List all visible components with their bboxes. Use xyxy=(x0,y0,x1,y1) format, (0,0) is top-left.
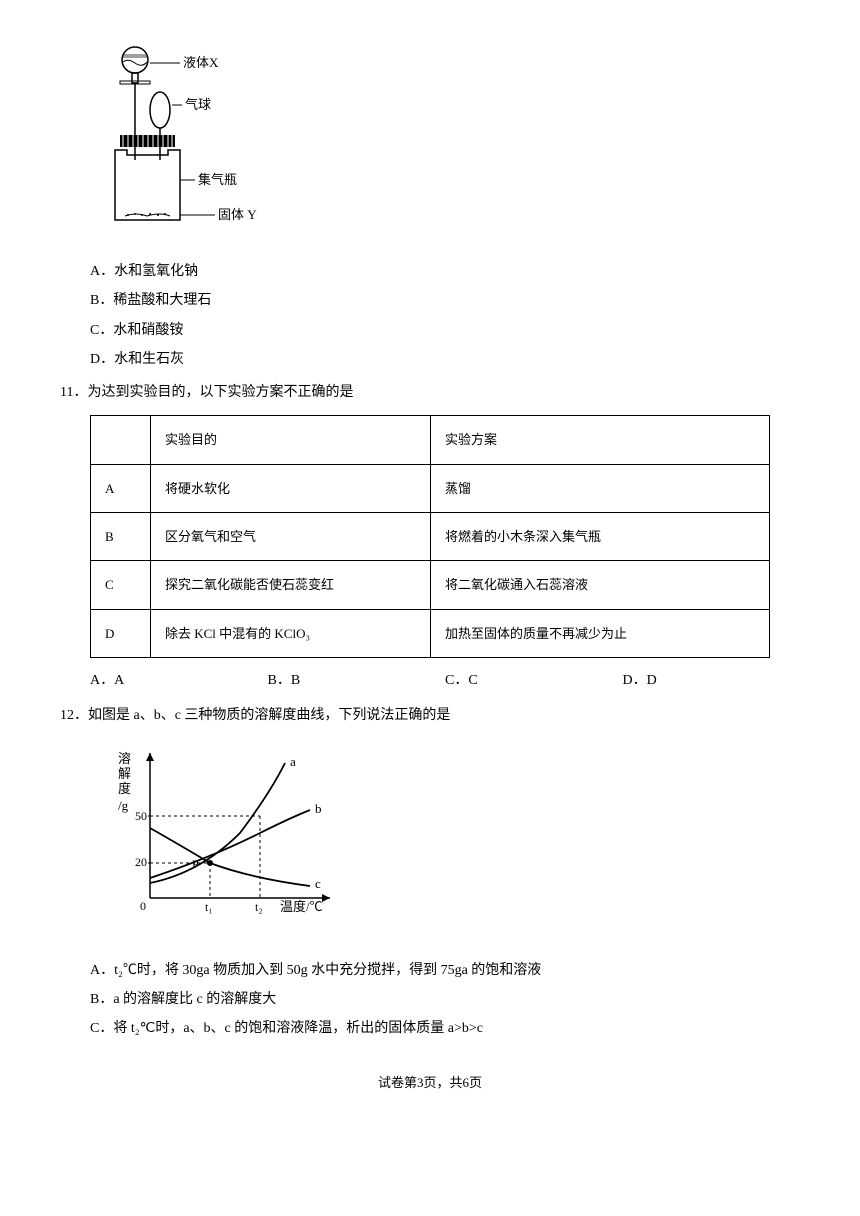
y-tick-20: 20 xyxy=(135,855,147,869)
table-cell: 区分氧气和空气 xyxy=(151,512,431,560)
table-cell: 将二氧化碳通入石蕊溶液 xyxy=(431,561,770,609)
answer-b: B．B xyxy=(268,668,446,693)
liquid-x-label: 液体X xyxy=(183,55,219,70)
answer-a: A．A xyxy=(90,668,268,693)
q12-option-c: C．将 t₂℃时，a、b、c 的饱和溶液降温，析出的固体质量 a>b>c xyxy=(90,1016,800,1041)
curve-b: b xyxy=(315,801,322,816)
table-cell: B xyxy=(91,512,151,560)
table-cell: 蒸馏 xyxy=(431,464,770,512)
balloon-label: 气球 xyxy=(185,97,211,112)
table-cell: 实验方案 xyxy=(431,416,770,464)
q12-text: 12．如图是 a、b、c 三种物质的溶解度曲线，下列说法正确的是 xyxy=(60,703,800,728)
y-label-1: 溶 xyxy=(118,751,131,766)
option-c: C．水和硝酸铵 xyxy=(90,318,800,343)
table-cell: A xyxy=(91,464,151,512)
table-row: C 探究二氧化碳能否使石蕊变红 将二氧化碳通入石蕊溶液 xyxy=(91,561,770,609)
y-label-2: 解 xyxy=(118,766,131,781)
option-a: A．水和氢氧化钠 xyxy=(90,259,800,284)
origin: 0 xyxy=(140,899,146,913)
x-label: 温度/℃ xyxy=(280,899,323,914)
x-tick-t1: t₁ xyxy=(205,900,213,914)
table-cell xyxy=(91,416,151,464)
curve-a: a xyxy=(290,754,296,769)
page-footer: 试卷第3页，共6页 xyxy=(60,1071,800,1094)
table-cell: 实验目的 xyxy=(151,416,431,464)
q11-answers: A．A B．B C．C D．D xyxy=(90,668,800,693)
answer-d: D．D xyxy=(623,668,801,693)
y-tick-50: 50 xyxy=(135,809,147,823)
q11-table: 实验目的 实验方案 A 将硬水软化 蒸馏 B 区分氧气和空气 将燃着的小木条深入… xyxy=(90,415,770,658)
table-row: 实验目的 实验方案 xyxy=(91,416,770,464)
q12-option-b: B．a 的溶解度比 c 的溶解度大 xyxy=(90,987,800,1012)
table-cell: D xyxy=(91,609,151,657)
table-cell: C xyxy=(91,561,151,609)
table-row: D 除去 KCl 中混有的 KClO₃ 加热至固体的质量不再减少为止 xyxy=(91,609,770,657)
y-label-4: /g xyxy=(118,798,129,813)
q12-option-a: A．t₂℃时，将 30ga 物质加入到 50g 水中充分搅拌，得到 75ga 的… xyxy=(90,958,800,983)
solid-y-label: 固体 Y xyxy=(218,207,257,222)
table-row: B 区分氧气和空气 将燃着的小木条深入集气瓶 xyxy=(91,512,770,560)
table-cell: 除去 KCl 中混有的 KClO₃ xyxy=(151,609,431,657)
q11-text: 11．为达到实验目的，以下实验方案不正确的是 xyxy=(60,380,800,405)
table-cell: 加热至固体的质量不再减少为止 xyxy=(431,609,770,657)
table-cell: 探究二氧化碳能否使石蕊变红 xyxy=(151,561,431,609)
apparatus-diagram: 液体X 气球 集气瓶 固体 Y xyxy=(90,40,800,249)
table-row: A 将硬水软化 蒸馏 xyxy=(91,464,770,512)
bottle-label: 集气瓶 xyxy=(198,172,237,187)
answer-c: C．C xyxy=(445,668,623,693)
table-cell: 将燃着的小木条深入集气瓶 xyxy=(431,512,770,560)
solubility-chart: 溶 解 度 /g 50 20 0 t₁ t₂ 温度/℃ a b c P xyxy=(110,738,800,947)
x-tick-t2: t₂ xyxy=(255,900,263,914)
option-b: B．稀盐酸和大理石 xyxy=(90,288,800,313)
table-cell: 将硬水软化 xyxy=(151,464,431,512)
point-p: P xyxy=(192,857,199,871)
y-label-3: 度 xyxy=(118,781,131,796)
curve-c: c xyxy=(315,876,321,891)
option-d: D．水和生石灰 xyxy=(90,347,800,372)
